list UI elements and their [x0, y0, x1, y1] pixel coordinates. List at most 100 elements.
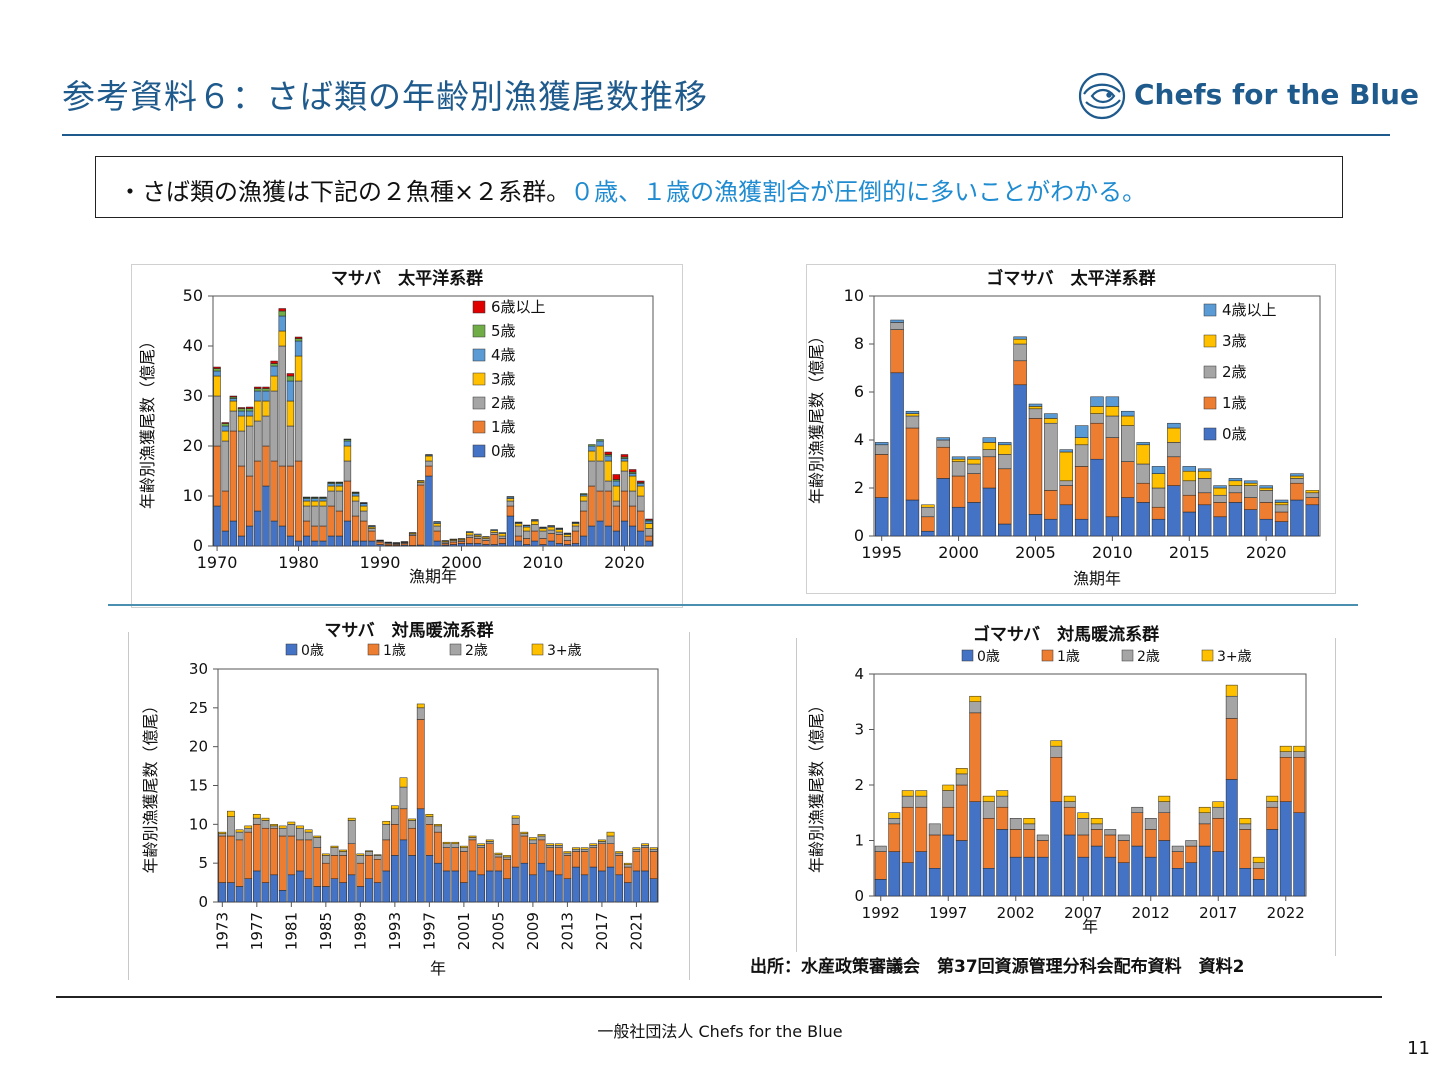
legend-swatch — [961, 649, 974, 662]
bar-segment — [1252, 879, 1265, 897]
bar-segment — [335, 510, 343, 537]
bar-segment — [596, 460, 604, 492]
bar-segment — [580, 848, 589, 852]
bar-segment — [620, 470, 629, 492]
bar-segment — [221, 422, 229, 424]
bar-segment — [1036, 834, 1049, 841]
bar-segment — [245, 415, 254, 427]
bar-segment — [563, 878, 572, 903]
bar-segment — [390, 824, 399, 856]
bar-segment — [417, 484, 425, 546]
bar-segment — [598, 843, 606, 872]
bar-segment — [955, 784, 968, 841]
bar-segment — [1212, 818, 1225, 852]
bar-segment — [520, 831, 529, 834]
bar-segment — [623, 882, 632, 903]
bar-segment — [245, 475, 254, 527]
bar-segment — [303, 520, 311, 537]
bar-segment — [376, 539, 384, 541]
bar-segment — [327, 490, 335, 507]
bar-segment — [547, 525, 555, 527]
bar-segment — [1044, 518, 1058, 537]
bar-segment — [221, 530, 229, 547]
bar-segment — [529, 839, 537, 845]
bar-segment — [1274, 502, 1289, 506]
x-tick-label: 2020 — [1246, 543, 1287, 562]
bar-segment — [1023, 829, 1036, 858]
bar-segment — [514, 523, 523, 527]
bar-segment — [982, 437, 997, 443]
bar-segment — [1009, 829, 1022, 858]
bar-segment — [365, 850, 373, 852]
bar-segment — [1144, 829, 1157, 858]
bar-segment — [1228, 478, 1243, 482]
bar-segment — [229, 520, 238, 547]
legend-label: 4歳 — [491, 346, 516, 364]
bar-segment — [296, 839, 304, 872]
bar-segment — [1239, 829, 1252, 869]
bar-segment — [554, 843, 563, 846]
y-tick-label: 10 — [189, 815, 208, 833]
bar-segment — [1290, 499, 1304, 537]
x-tick-label: 1989 — [351, 912, 369, 950]
bar-segment — [1059, 480, 1073, 486]
bar-segment — [303, 496, 311, 498]
bar-segment — [218, 833, 227, 837]
bar-segment — [982, 795, 995, 802]
x-tick-label: 1970 — [197, 553, 238, 572]
bar-segment — [620, 454, 629, 458]
bar-segment — [598, 841, 606, 844]
bar-segment — [951, 461, 966, 477]
bar-segment — [1117, 862, 1130, 897]
bar-segment — [969, 701, 982, 714]
bar-segment — [1090, 845, 1103, 897]
bar-segment — [905, 499, 920, 537]
bar-segment — [254, 460, 262, 512]
bar-segment — [1013, 338, 1027, 345]
bar-segment — [485, 870, 494, 903]
bar-segment — [1044, 422, 1058, 491]
bar-segment — [425, 454, 433, 456]
bar-segment — [252, 870, 261, 903]
bar-segment — [1151, 506, 1166, 520]
bar-segment — [278, 345, 286, 467]
bar-segment — [942, 784, 955, 791]
bar-segment — [1059, 504, 1073, 537]
bar-segment — [951, 506, 966, 537]
legend-swatch — [472, 300, 486, 314]
bar-segment — [1198, 845, 1211, 897]
bar-segment — [1305, 492, 1320, 498]
bar-segment — [598, 839, 606, 842]
legend-swatch — [1203, 427, 1217, 441]
bar-segment — [351, 493, 360, 497]
bar-segment — [399, 777, 408, 788]
bar-segment — [270, 460, 278, 522]
y-tick-label: 15 — [189, 777, 208, 795]
bar-segment — [311, 505, 319, 527]
bar-segment — [649, 851, 658, 879]
bar-segment — [335, 481, 343, 483]
bar-segment — [351, 515, 360, 542]
x-tick-label: 1985 — [317, 912, 335, 950]
bar-segment — [451, 847, 460, 872]
plot-area — [212, 295, 654, 547]
bar-segment — [351, 500, 360, 517]
chart-masaba-tsushima: マサバ 対馬暖流系群 0 5 10 15 20 25 30 1973 1977 1981 1985 19… — [128, 620, 690, 980]
bar-segment — [563, 851, 572, 854]
bar-segment — [311, 500, 319, 507]
bar-segment — [286, 465, 295, 537]
bar-segment — [319, 496, 327, 498]
x-tick-label: 1980 — [278, 553, 319, 572]
bar-segment — [596, 440, 604, 447]
bar-segment — [874, 879, 887, 897]
legend-swatch — [531, 643, 544, 656]
bar-segment — [1151, 473, 1166, 489]
bar-segment — [416, 808, 425, 903]
footer-org: 一般社団法人 Chefs for the Blue — [597, 1022, 843, 1041]
bar-segment — [1121, 497, 1135, 537]
bar-segment — [254, 400, 262, 422]
bar-segment — [514, 521, 523, 523]
bar-segment — [632, 847, 641, 850]
bar-segment — [888, 823, 901, 852]
bar-segment — [604, 490, 612, 527]
